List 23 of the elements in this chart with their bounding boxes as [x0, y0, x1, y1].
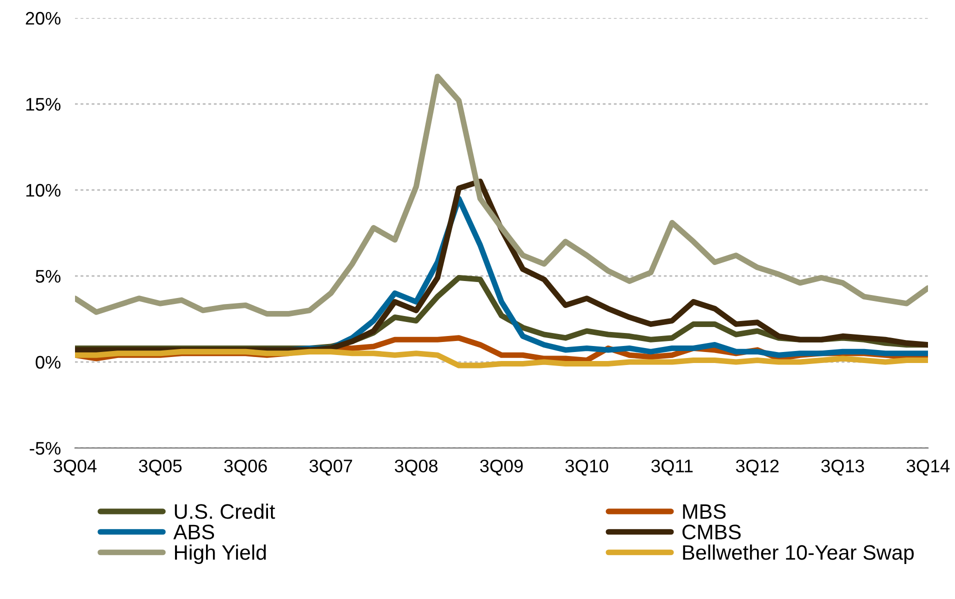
legend-label: Bellwether 10-Year Swap [683, 544, 914, 564]
x-tick-label: 3Q14 [906, 460, 950, 476]
x-tick-label: 3Q07 [310, 460, 352, 476]
y-tick-label: 5% [36, 270, 60, 283]
x-tick-label: 3Q06 [224, 460, 267, 476]
y-tick-label: -5% [30, 442, 60, 455]
x-tick-label: 3Q05 [138, 460, 182, 476]
x-tick-label: 3Q08 [394, 460, 438, 476]
x-tick-label: 3Q13 [821, 460, 864, 476]
y-tick-label: 10% [26, 184, 60, 197]
legend-label: CMBS [682, 524, 741, 540]
legend-label: High Yield [175, 544, 266, 564]
legend-label: U.S. Credit [174, 504, 276, 519]
y-tick-label: 0% [36, 356, 60, 369]
x-tick-label: 3Q11 [651, 460, 693, 476]
y-tick-label: 20% [26, 12, 60, 25]
x-tick-label: 3Q12 [736, 460, 779, 476]
x-tick-label: 3Q09 [480, 460, 523, 476]
x-tick-label: 3Q10 [565, 460, 608, 476]
y-tick-label: 15% [26, 98, 60, 111]
legend-label: ABS [173, 524, 214, 540]
legend-label: MBS [683, 504, 726, 519]
x-tick-label: 3Q04 [54, 460, 97, 476]
